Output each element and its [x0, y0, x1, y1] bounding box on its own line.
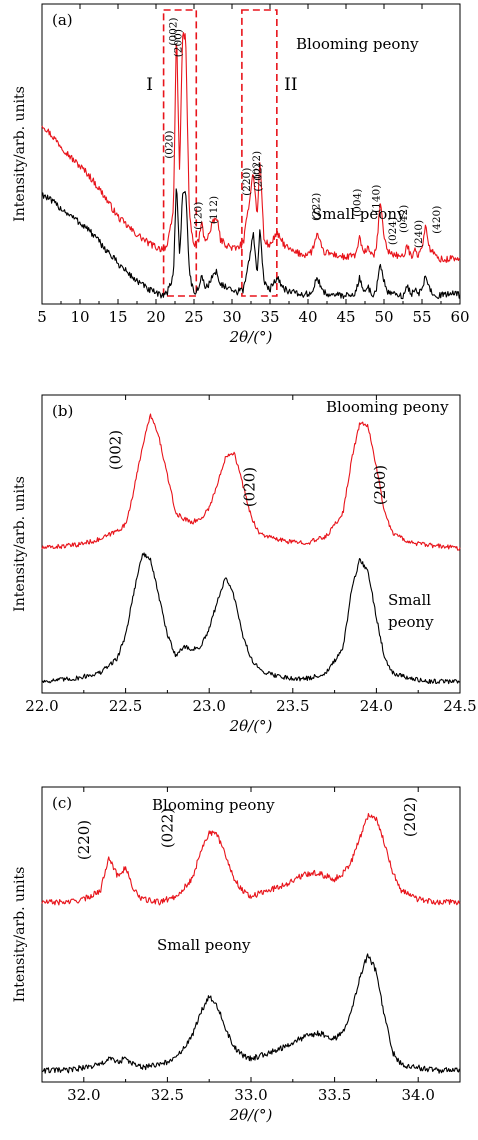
plot-frame: [41, 786, 461, 1083]
panel-c: 32.0 32.5 33.0 33.5 34.0 2θ/(°) Intensity/arb.…: [12, 786, 461, 1124]
region-box-II: [241, 9, 278, 297]
series-line-small: [41, 552, 461, 685]
x-axis-label: 2θ/(°): [229, 328, 273, 346]
plot-frame: [41, 394, 461, 694]
series-line-blooming: [41, 32, 461, 263]
x-tick-label: 15: [108, 308, 127, 326]
series-label: Blooming peony: [152, 796, 275, 814]
x-tick-label: 23.5: [276, 697, 309, 715]
x-tick-label: 10: [70, 308, 89, 326]
x-tick-label: 33.5: [318, 1086, 351, 1104]
panel-a: 5 10 15 20 25 30 35 40 45 50 55 60 2θ/(°) Intensity/a…: [12, 3, 470, 346]
peak-label: (022): [158, 808, 176, 848]
x-tick-label: 55: [412, 308, 431, 326]
peak-label: (004): [351, 189, 363, 217]
x-tick-label: 40: [298, 308, 317, 326]
peak-label: (024): [387, 217, 399, 245]
x-tick-label: 24.0: [360, 697, 393, 715]
region-box-I: [162, 9, 198, 297]
x-tick-label: 33.0: [234, 1086, 267, 1104]
peak-label: (112): [208, 196, 220, 224]
x-tick-label: 20: [146, 308, 165, 326]
x-tick-label: 22.0: [25, 697, 58, 715]
peak-label: (202): [253, 163, 265, 191]
peak-label: (202): [401, 797, 419, 837]
x-tick-label: 22.5: [109, 697, 142, 715]
x-tick-label: 30: [222, 308, 241, 326]
peak-label: (120): [193, 202, 205, 230]
series-line-blooming: [41, 413, 461, 551]
x-axis-label: 2θ/(°): [229, 1106, 273, 1124]
panel-label: (b): [52, 402, 73, 420]
peak-label: (140): [370, 185, 382, 213]
region-label: II: [284, 75, 297, 95]
peak-label: (220): [241, 168, 253, 196]
series-label: Blooming peony: [296, 35, 419, 53]
x-tick-label: 35: [260, 308, 279, 326]
x-tick-label: 50: [374, 308, 393, 326]
series-line-small: [41, 188, 461, 300]
panel-b: 22.0 22.5 23.0 23.5 24.0 24.5 2θ/(°) Intensity/…: [12, 394, 477, 735]
x-tick-label: 23.0: [192, 697, 225, 715]
series-label: Small peony: [388, 591, 434, 631]
series-line-small: [41, 953, 461, 1074]
x-tick-label: 32.5: [151, 1086, 184, 1104]
series-label: Small peony: [312, 205, 406, 223]
panel-label: (c): [52, 794, 72, 812]
y-axis-label: Intensity/arb. units: [12, 867, 28, 1003]
region-label: I: [146, 75, 153, 95]
x-tick-label: 34.0: [401, 1086, 434, 1104]
peak-label: (020): [163, 131, 175, 159]
peak-label: (020): [240, 467, 258, 507]
peak-label: (002): [107, 430, 125, 470]
series-label: Small peony: [157, 936, 251, 954]
peak-label: (240): [413, 220, 425, 248]
panel-label: (a): [52, 11, 73, 29]
x-tick-label: 25: [184, 308, 203, 326]
series-label: Blooming peony: [326, 398, 449, 416]
peak-label: (222): [310, 193, 322, 221]
x-tick-label: 24.5: [443, 697, 476, 715]
x-tick-label: 32.0: [67, 1086, 100, 1104]
y-axis-label: Intensity/arb. units: [12, 476, 28, 612]
peak-label: (022): [251, 151, 263, 179]
series-line-blooming: [41, 812, 461, 906]
y-axis-label: Intensity/arb. units: [12, 86, 28, 222]
peak-label: (220): [75, 820, 93, 860]
peak-label: (002): [168, 17, 180, 45]
x-tick-label: 45: [336, 308, 355, 326]
x-tick-label: 60: [450, 308, 469, 326]
x-tick-label: 5: [37, 308, 47, 326]
peak-label: (420): [431, 206, 443, 234]
x-axis-label: 2θ/(°): [229, 717, 273, 735]
peak-label: (042): [398, 205, 410, 233]
peak-label: (200): [371, 465, 389, 505]
peak-label: (200): [173, 29, 185, 57]
